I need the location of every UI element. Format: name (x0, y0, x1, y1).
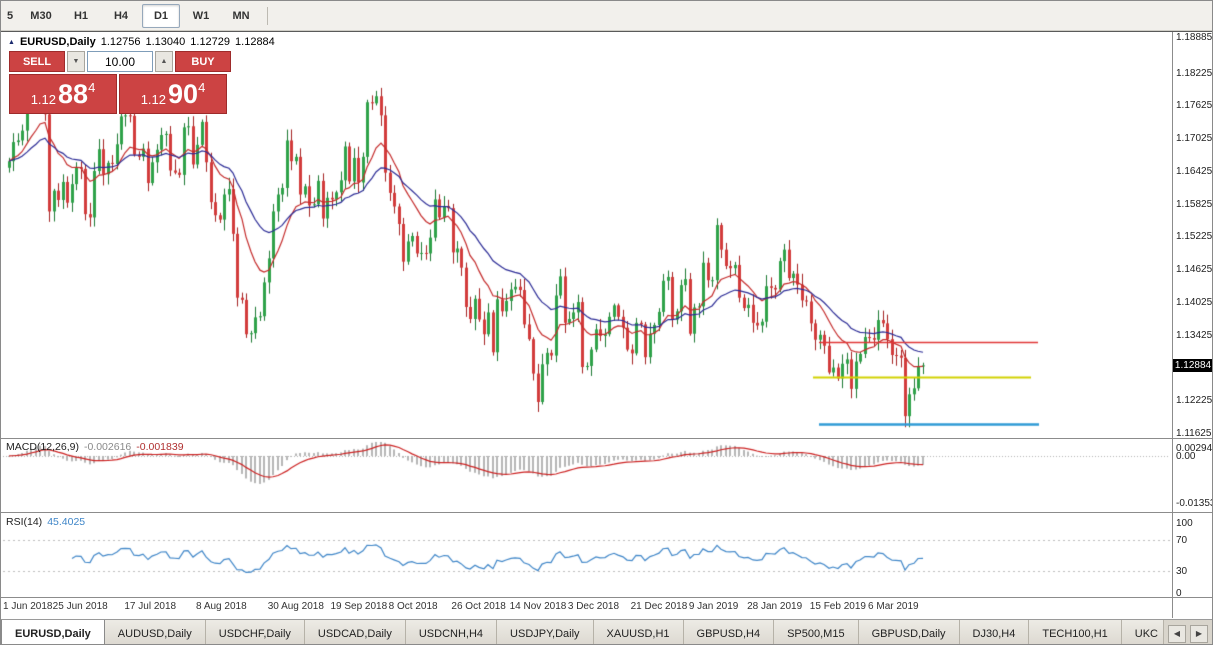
rsi-axis-label: 30 (1176, 565, 1188, 577)
date-axis-label: 17 Jul 2018 (124, 601, 177, 612)
price-axis-label: 1.17025 (1176, 133, 1213, 145)
macd-axis-label: 0.00294 (1176, 443, 1213, 454)
chart-tab[interactable]: USDCNH,H4 (405, 620, 498, 644)
date-axis-label: 26 Oct 2018 (451, 601, 506, 612)
macd-axis-label: 0.00 (1176, 450, 1196, 462)
date-axis-label: 8 Oct 2018 (388, 601, 438, 612)
date-axis-label: 3 Dec 2018 (567, 601, 620, 612)
timeframe-button-d1[interactable]: D1 (142, 3, 180, 28)
sell-price-button[interactable]: 1.12 88 4 (9, 74, 117, 114)
price-axis-label: 1.14625 (1176, 264, 1213, 276)
timeframe-button-w1[interactable]: W1 (192, 9, 210, 22)
date-axis-label: 6 Mar 2019 (868, 601, 919, 612)
tab-scroll-controls: ◀ ▶ (1163, 620, 1212, 644)
date-axis-label: 21 Dec 2018 (630, 601, 688, 612)
sell-price-prefix: 1.12 (30, 91, 57, 107)
price-axis-label: 1.18885 (1176, 31, 1213, 43)
pane-splitter[interactable] (1, 438, 1212, 439)
toolbar-separator (267, 6, 268, 25)
rsi-axis-label: 0 (1176, 588, 1182, 599)
chart-symbol-label: EURUSD,Daily (19, 36, 96, 48)
chart-tab[interactable]: USDJPY,Daily (497, 620, 594, 644)
timeframe-button-h4[interactable]: H4 (113, 9, 129, 22)
ohlc-close-value: 1.12884 (235, 36, 275, 48)
timeframe-button-5[interactable]: 5 (6, 9, 14, 22)
date-axis-label: 28 Jan 2019 (747, 601, 803, 612)
pane-splitter[interactable] (1, 512, 1212, 513)
tabs-scroll-right-button[interactable]: ▶ (1190, 624, 1208, 643)
ohlc-high-value: 1.13040 (145, 36, 186, 48)
price-axis-label: 1.12225 (1176, 395, 1213, 407)
timeframe-button-mn[interactable]: MN (232, 9, 250, 22)
volume-increase-button[interactable]: ▲ (155, 51, 173, 72)
price-axis-label: 1.18225 (1176, 67, 1213, 79)
chart-tabs-bar: EURUSD,Daily AUDUSD,Daily USDCHF,Daily USDC… (1, 619, 1212, 644)
rsi-axis-label: 100 (1176, 518, 1193, 529)
price-axis-label: 1.14025 (1176, 296, 1213, 308)
buy-price-button[interactable]: 1.12 90 4 (119, 74, 227, 114)
chart-tab[interactable]: SP500,M15 (774, 620, 859, 644)
one-click-trading-panel: SELL ▼ 10.00 ▲ BUY 1.12 88 4 1.12 90 4 (9, 51, 231, 114)
buy-price-pipette: 4 (198, 80, 206, 95)
sell-button[interactable]: SELL (9, 51, 65, 72)
timeframe-button-group: 5 M30 H1 H4 D1 W1 MN (1, 1, 261, 30)
chart-tab[interactable]: EURUSD,Daily (1, 620, 105, 644)
price-axis-label: 1.15225 (1176, 231, 1213, 243)
price-axis-separator (1172, 32, 1173, 618)
buy-price-big-digits: 90 (168, 78, 199, 109)
date-axis-separator (1, 597, 1212, 598)
price-axis-label: 1.11625 (1176, 427, 1212, 439)
sell-price-pipette: 4 (88, 80, 96, 95)
timeframe-button-m30[interactable]: M30 (30, 9, 52, 22)
volume-input[interactable]: 10.00 (87, 51, 153, 72)
chart-tab[interactable]: GBPUSD,H4 (683, 620, 775, 644)
current-price-tag: 1.12884 (1173, 358, 1212, 372)
date-axis-label: 9 Jan 2019 (688, 601, 739, 612)
chart-title: ▲ EURUSD,Daily 1.12756 1.13040 1.12729 1… (8, 36, 275, 48)
date-axis-label: 19 Sep 2018 (330, 601, 388, 612)
ohlc-low-value: 1.12729 (190, 36, 231, 48)
chart-tab[interactable]: GBPUSD,Daily (858, 620, 960, 644)
tabs-scroll-left-button[interactable]: ◀ (1168, 624, 1186, 643)
date-axis-label: 1 Jun 2018 (3, 601, 53, 612)
chart-tab[interactable]: TECH100,H1 (1029, 620, 1122, 644)
chart-tab[interactable]: AUDUSD,Daily (104, 620, 206, 644)
macd-axis-label: -0.01353 (1176, 498, 1213, 510)
buy-price-prefix: 1.12 (140, 91, 167, 107)
price-axis-label: 1.15825 (1176, 198, 1213, 210)
price-axis-label: 1.16425 (1176, 165, 1213, 177)
ohlc-open-value: 1.12756 (100, 36, 141, 48)
rsi-axis-label: 70 (1176, 535, 1188, 547)
timeframe-button-h1[interactable]: H1 (73, 9, 89, 22)
date-axis-label: 30 Aug 2018 (267, 601, 324, 612)
date-axis-label: 14 Nov 2018 (509, 601, 567, 612)
sell-price-big-digits: 88 (58, 78, 89, 109)
chart-tab[interactable]: USDCHF,Daily (205, 620, 305, 644)
symbol-marker-icon: ▲ (8, 38, 15, 46)
rsi-indicator-label: RSI(14) 45.4025 (6, 516, 86, 528)
macd-indicator-label: MACD(12,26,9) -0.002616 -0.001839 (6, 441, 184, 453)
volume-decrease-button[interactable]: ▼ (67, 51, 85, 72)
chart-window-top-border (1, 31, 1212, 32)
date-axis-label: 25 Jun 2018 (52, 601, 108, 612)
price-axis-label: 1.17625 (1176, 100, 1213, 112)
date-axis-label: 8 Aug 2018 (196, 601, 247, 612)
price-axis-label: 1.13425 (1176, 329, 1213, 341)
chart-tab[interactable]: XAUUSD,H1 (593, 620, 684, 644)
buy-button[interactable]: BUY (175, 51, 231, 72)
chart-tab[interactable]: DJ30,H4 (959, 620, 1030, 644)
chart-tabs: EURUSD,Daily AUDUSD,Daily USDCHF,Daily USDC… (1, 620, 1212, 644)
date-axis-label: 15 Feb 2019 (809, 601, 866, 612)
timeframe-toolbar: 5 M30 H1 H4 D1 W1 MN (1, 1, 1212, 31)
chart-tab[interactable]: USDCAD,Daily (304, 620, 406, 644)
